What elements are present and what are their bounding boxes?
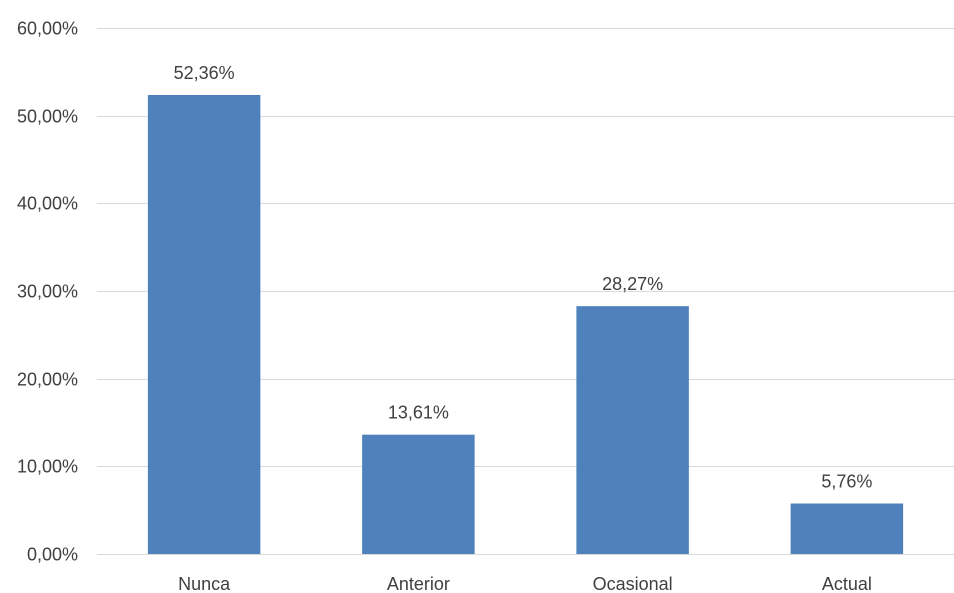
y-tick-label: 20,00% [17, 370, 78, 390]
data-label: 28,27% [602, 274, 663, 294]
y-tick-label: 30,00% [17, 282, 78, 302]
bars [147, 94, 904, 555]
y-tick-label: 60,00% [17, 19, 78, 39]
bar-actual [790, 503, 904, 554]
bar-ocasional [576, 306, 689, 554]
y-tick-label: 40,00% [17, 194, 78, 214]
category-label: Actual [822, 574, 872, 593]
x-axis-category-labels: Nunca Anterior Ocasional Actual [178, 574, 872, 593]
data-label: 13,61% [388, 403, 449, 423]
y-axis-tick-labels: 0,00% 10,00% 20,00% 30,00% 40,00% 50,00% 60,00… [17, 19, 78, 565]
y-tick-label: 10,00% [17, 457, 78, 477]
data-label: 5,76% [821, 472, 872, 492]
data-label: 52,36% [174, 63, 235, 83]
y-tick-label: 0,00% [27, 545, 78, 565]
bar-anterior [362, 434, 475, 554]
y-tick-label: 50,00% [17, 107, 78, 127]
bar-nunca [147, 94, 261, 555]
category-label: Ocasional [593, 574, 673, 593]
data-labels: 52,36% 13,61% 28,27% 5,76% [174, 63, 873, 492]
category-label: Anterior [387, 574, 450, 593]
category-label: Nunca [178, 574, 231, 593]
